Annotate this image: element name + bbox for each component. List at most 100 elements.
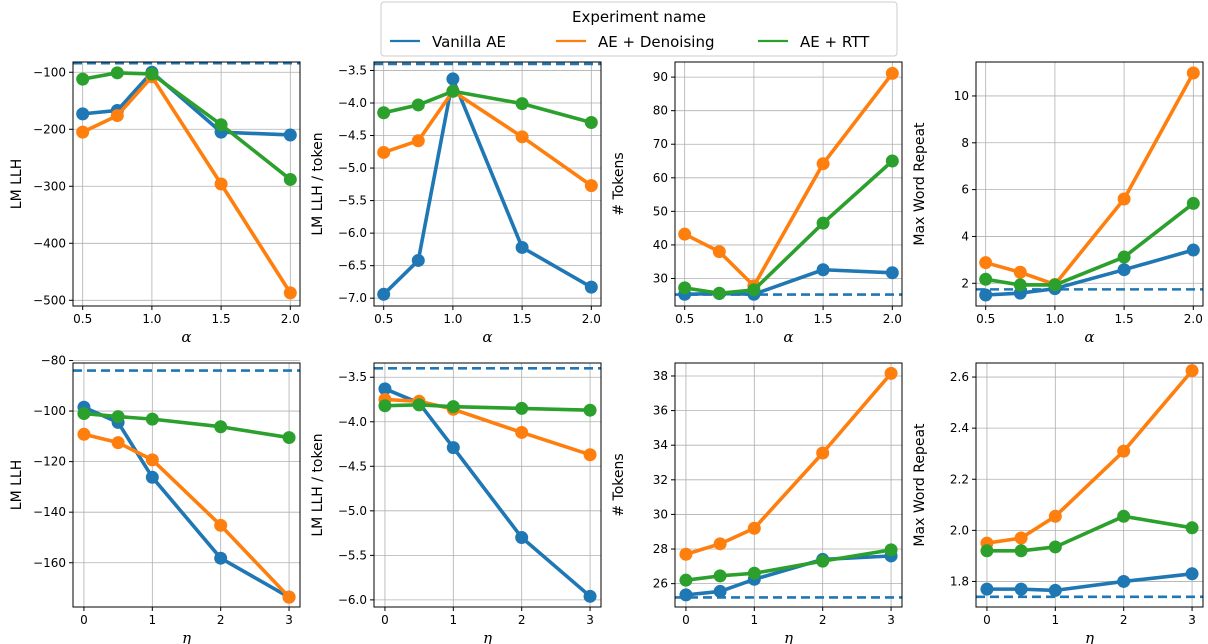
axes-frame [674, 362, 903, 608]
y-tick-label: 4 [961, 229, 969, 243]
data-point [282, 590, 296, 604]
data-point [377, 106, 391, 120]
plot-area [378, 382, 597, 603]
x-axis-label: η [483, 629, 492, 644]
y-tick-label: 2.0 [950, 523, 969, 537]
data-point [583, 589, 597, 603]
data-point [1117, 250, 1131, 264]
plot-area [77, 400, 296, 604]
data-point [282, 431, 296, 445]
y-tick-label: 2.6 [950, 370, 969, 384]
y-tick-label: −6.0 [338, 226, 367, 240]
data-point [377, 287, 391, 301]
y-tick-label: 34 [653, 438, 668, 452]
x-tick-label: 2 [217, 613, 225, 627]
y-tick-label: −5.5 [338, 194, 367, 208]
data-point [515, 130, 529, 144]
x-axis-label: η [1085, 629, 1094, 644]
x-tick-label: 1.5 [212, 312, 231, 326]
x-tick-label: 0.5 [374, 312, 393, 326]
series-ae-rtt [377, 84, 598, 130]
series-ae-rtt [979, 196, 1200, 292]
legend-label-ae-denoising: AE + Denoising [598, 33, 714, 51]
y-tick-label: 60 [653, 171, 668, 185]
y-tick-label: 32 [653, 473, 668, 487]
plot-area [678, 66, 899, 301]
y-axis: 26 28 30 32 34 36 38 [653, 369, 675, 591]
y-axis-label: # Tokens [611, 453, 627, 516]
data-point [1186, 66, 1200, 80]
data-point [76, 72, 90, 86]
y-axis-label: LM LLH / token [310, 132, 326, 235]
plot-area [679, 366, 898, 602]
data-point [816, 554, 830, 568]
x-tick-label: 1.0 [443, 312, 462, 326]
data-point [584, 179, 598, 193]
data-point [1117, 263, 1131, 277]
legend: Experiment name Vanilla AE AE + Denoisin… [380, 1, 898, 57]
y-tick-label: −140 [33, 505, 66, 519]
x-axis: 0.5 1.0 1.5 2.0 [73, 306, 300, 326]
subplot-2: 0.5 1.0 1.5 2.0 −7.0 −6.5 −6.0 −5.5 −5.0 −4.5 −4.0… [310, 61, 602, 346]
data-point [378, 382, 392, 396]
x-tick-label: 2.0 [1184, 312, 1203, 326]
data-point [747, 283, 761, 297]
y-tick-label: 80 [653, 104, 668, 118]
series-ae-rtt [378, 398, 597, 417]
y-tick-label: −6.0 [338, 593, 367, 607]
series-vanilla-ae [377, 72, 598, 301]
data-point [678, 281, 692, 295]
series-ae-denoising [377, 84, 598, 193]
y-tick-label: −5.0 [338, 161, 367, 175]
y-axis-label: # Tokens [611, 152, 627, 215]
y-tick-label: 2.2 [950, 472, 969, 486]
series-line [985, 368, 1194, 545]
y-tick-label: 2 [961, 276, 969, 290]
data-point [713, 537, 727, 551]
plot-area [980, 364, 1199, 597]
data-point [712, 245, 726, 259]
data-point [885, 154, 899, 168]
data-point [283, 128, 297, 142]
data-point [111, 436, 125, 450]
data-point [1048, 583, 1062, 597]
data-point [110, 109, 124, 123]
data-point [446, 400, 460, 414]
x-tick-label: 1 [750, 613, 758, 627]
subplot-3: 0.5 1.0 1.5 2.0 30 40 50 60 70 80 90 α # Tokens [611, 61, 903, 346]
y-axis-label: LM LLH [9, 159, 25, 209]
x-axis-label: α [1084, 328, 1094, 346]
series-line [684, 371, 893, 557]
data-point [76, 107, 90, 121]
legend-frame [380, 1, 898, 57]
y-tick-label: −3.5 [338, 63, 367, 77]
x-axis: 0 1 2 3 [80, 607, 293, 627]
data-point [378, 399, 392, 413]
data-point [111, 410, 125, 424]
data-point [747, 566, 761, 580]
y-axis-label: LM LLH / token [310, 433, 326, 536]
y-tick-label: 38 [653, 369, 668, 383]
data-point [679, 588, 693, 602]
data-point [214, 177, 228, 191]
series-line [80, 71, 293, 182]
x-axis: 0 1 2 3 [381, 607, 594, 627]
series-ae-denoising [378, 393, 597, 462]
x-tick-label: 1 [1051, 613, 1059, 627]
y-tick-label: −160 [33, 556, 66, 570]
data-point [713, 569, 727, 583]
y-tick-label: −100 [33, 65, 66, 79]
subplot-6: 0 1 2 3 −6.0 −5.5 −5.0 −4.5 −4.0 −3.5 η LM LLH / to… [310, 362, 602, 644]
series-vanilla-ae [980, 567, 1199, 597]
axes-frame [674, 61, 903, 307]
x-tick-label: 0 [682, 613, 690, 627]
x-axis-label: α [482, 328, 492, 346]
data-point [584, 116, 598, 130]
x-tick-label: 2.0 [883, 312, 902, 326]
data-point [1013, 278, 1027, 292]
y-tick-label: 30 [653, 507, 668, 521]
y-tick-label: −7.0 [338, 291, 367, 305]
data-point [713, 584, 727, 598]
data-point [679, 573, 693, 587]
